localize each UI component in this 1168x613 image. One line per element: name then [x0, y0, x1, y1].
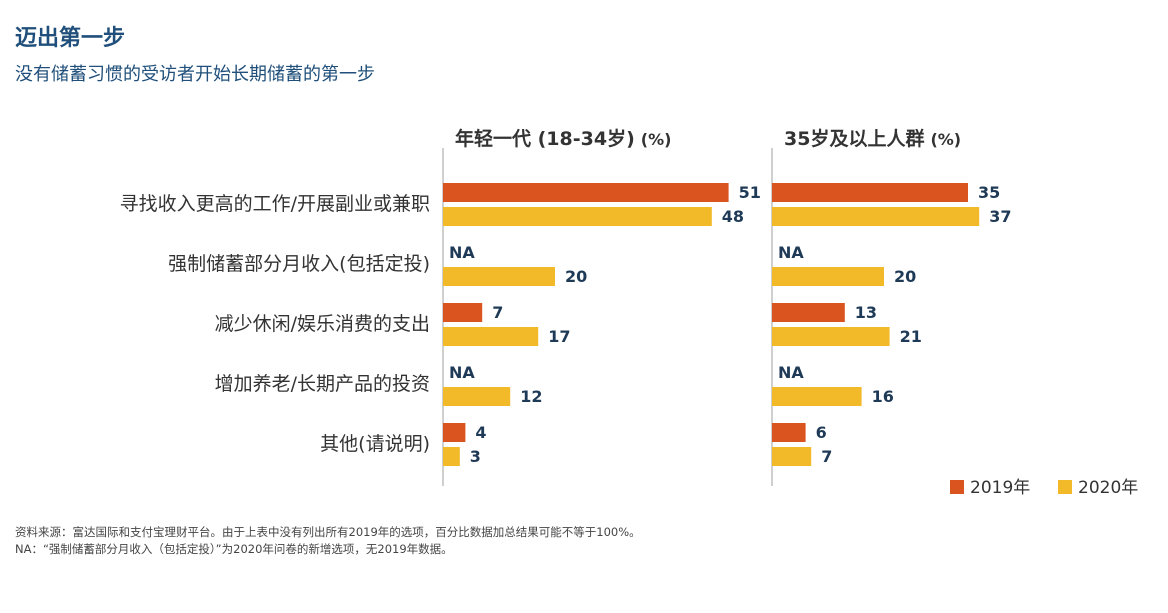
legend-swatch [1058, 480, 1072, 494]
data-label: 7 [492, 303, 503, 322]
category-label: 减少休闲/娱乐消费的支出 [215, 313, 430, 335]
data-label: 51 [739, 183, 761, 202]
category-label: 增加养老/长期产品的投资 [215, 373, 430, 395]
bar [772, 267, 884, 286]
bar [443, 387, 511, 406]
bar [443, 423, 466, 442]
chart-subtitle: 没有储蓄习惯的受访者开始长期储蓄的第一步 [15, 64, 375, 85]
bar [443, 303, 483, 322]
category-label: 寻找收入更高的工作/开展副业或兼职 [120, 193, 430, 215]
data-label: 4 [475, 423, 486, 442]
bar [443, 327, 539, 346]
footnote-source: 资料来源：富达国际和支付宝理财平台。由于上表中没有列出所有2019年的选项，百分… [15, 525, 641, 539]
data-label: 6 [816, 423, 827, 442]
bar [443, 447, 460, 466]
data-label: 16 [872, 387, 894, 406]
data-label: 37 [989, 207, 1011, 226]
legend-swatch [950, 480, 964, 494]
data-label: 48 [722, 207, 744, 226]
bar [772, 183, 968, 202]
panel-title: 35岁及以上人群 (%) [784, 127, 961, 150]
data-label: 17 [548, 327, 570, 346]
data-label: 12 [520, 387, 542, 406]
category-label: 强制储蓄部分月收入(包括定投) [168, 253, 430, 275]
footnote-na: NA：“强制储蓄部分月收入（包括定投）”为2020年问卷的新增选项，无2019年… [15, 542, 453, 556]
na-label: NA [778, 243, 804, 262]
legend-label: 2019年 [970, 478, 1030, 498]
bar [443, 183, 729, 202]
na-label: NA [449, 363, 475, 382]
data-label: 35 [978, 183, 1000, 202]
bar [772, 327, 890, 346]
panel-title: 年轻一代 (18-34岁) (%) [455, 127, 671, 150]
bar [772, 423, 806, 442]
bar [772, 387, 862, 406]
data-label: 20 [565, 267, 587, 286]
na-label: NA [778, 363, 804, 382]
data-label: 7 [821, 447, 832, 466]
bar [443, 207, 712, 226]
legend-label: 2020年 [1078, 478, 1138, 498]
chart-title: 迈出第一步 [15, 26, 126, 51]
bar [443, 267, 555, 286]
na-label: NA [449, 243, 475, 262]
data-label: 3 [470, 447, 481, 466]
bar [772, 207, 980, 226]
bar [772, 303, 845, 322]
data-label: 13 [855, 303, 877, 322]
data-label: 20 [894, 267, 916, 286]
bar [772, 447, 812, 466]
category-label: 其他(请说明) [320, 433, 430, 455]
data-label: 21 [900, 327, 922, 346]
